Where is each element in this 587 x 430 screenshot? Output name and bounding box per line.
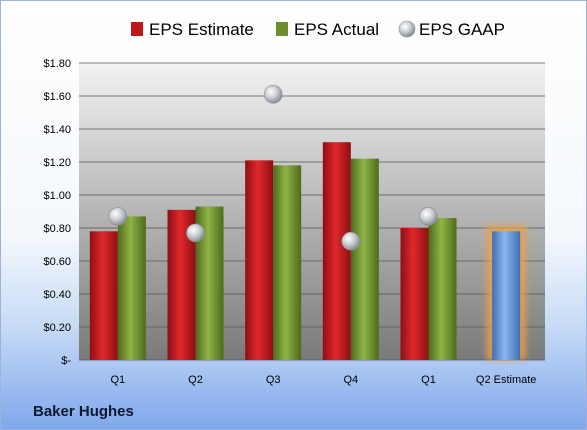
x-tick-label: Q4 [343, 374, 358, 386]
y-tick-label: $1.80 [43, 58, 71, 70]
y-tick-label: $- [61, 355, 71, 367]
eps-gaap-marker [263, 85, 283, 104]
legend-swatch-gaap [398, 20, 416, 38]
eps-actual-bar [273, 165, 302, 360]
eps-actual-bar [117, 216, 146, 360]
x-tick-label: Q2 Estimate [476, 374, 537, 386]
x-tick-label: Q1 [110, 374, 125, 386]
gaap-markers [108, 85, 438, 251]
eps-gaap-marker [419, 207, 438, 226]
eps-gaap-marker [186, 223, 205, 243]
y-tick-label: $1.20 [43, 157, 71, 169]
y-tick-label: $0.20 [43, 322, 71, 334]
x-tick-label: Q3 [266, 374, 281, 386]
plot-area [79, 63, 545, 360]
x-tick-label: Q1 [421, 374, 436, 386]
company-name: Baker Hughes [33, 403, 134, 420]
y-tick-label: $0.40 [43, 289, 71, 301]
x-tick-label: Q2 [188, 374, 203, 386]
eps-estimate-bar [322, 142, 351, 360]
bars [89, 142, 527, 360]
legend-label: EPS Actual [294, 20, 379, 39]
eps-gaap-marker [341, 231, 361, 251]
eps-estimate-bar [89, 231, 118, 360]
eps-estimate-bar [400, 228, 429, 360]
legend-swatch-estimate [131, 22, 143, 36]
y-tick-label: $1.40 [43, 124, 71, 136]
legend-swatch-actual [276, 22, 288, 36]
legend-label: EPS GAAP [419, 20, 505, 39]
legend-label: EPS Estimate [149, 20, 254, 39]
eps-chart: $- $0.20 $0.40 $0.60 $0.80 $1.00 $1.20 $1.40 $1.… [43, 20, 545, 386]
eps-gaap-marker [108, 207, 128, 226]
y-tick-label: $1.60 [43, 91, 71, 103]
estimate-bar [492, 231, 521, 360]
eps-actual-bar [350, 158, 379, 360]
x-axis-labels: Q1 Q2 Q3 Q4 Q1 Q2 Estimate [110, 374, 536, 386]
y-tick-label: $0.80 [43, 223, 71, 235]
eps-estimate-bar [245, 160, 274, 360]
y-tick-label: $1.00 [43, 190, 71, 202]
y-tick-label: $0.60 [43, 256, 71, 268]
eps-actual-bar [428, 218, 457, 360]
legend: EPS Estimate EPS Actual EPS GAAP [131, 20, 505, 39]
gridlines [79, 62, 545, 361]
y-axis-labels: $- $0.20 $0.40 $0.60 $0.80 $1.00 $1.20 $1.40 $1.… [43, 58, 71, 367]
